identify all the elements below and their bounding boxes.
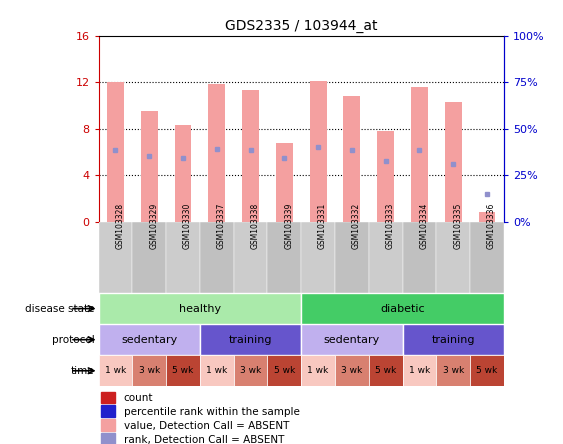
Bar <box>470 222 504 293</box>
Bar <box>310 81 327 222</box>
Bar <box>141 111 158 222</box>
Bar <box>301 324 403 355</box>
Bar <box>301 293 504 324</box>
Bar <box>200 222 234 293</box>
Text: 5 wk: 5 wk <box>274 366 295 375</box>
Text: 5 wk: 5 wk <box>172 366 194 375</box>
Bar <box>445 102 462 222</box>
Text: rank, Detection Call = ABSENT: rank, Detection Call = ABSENT <box>124 435 284 444</box>
Bar <box>242 90 259 222</box>
Bar <box>99 293 301 324</box>
Text: 1 wk: 1 wk <box>307 366 329 375</box>
Text: healthy: healthy <box>179 304 221 313</box>
Bar <box>411 87 428 222</box>
Bar <box>200 355 234 386</box>
Bar <box>234 222 267 293</box>
Bar <box>99 222 132 293</box>
Text: time: time <box>71 366 95 376</box>
Bar <box>377 131 394 222</box>
Bar <box>403 355 436 386</box>
Text: value, Detection Call = ABSENT: value, Detection Call = ABSENT <box>124 421 289 431</box>
Text: GSM103339: GSM103339 <box>284 202 293 249</box>
Text: 5 wk: 5 wk <box>375 366 396 375</box>
Bar <box>101 405 115 417</box>
Text: GSM103333: GSM103333 <box>386 202 395 249</box>
Bar <box>99 324 200 355</box>
Text: GSM103336: GSM103336 <box>487 202 496 249</box>
Text: GSM103334: GSM103334 <box>419 202 428 249</box>
Bar <box>101 433 115 444</box>
Bar <box>276 143 293 222</box>
Text: GSM103329: GSM103329 <box>149 202 158 249</box>
Text: sedentary: sedentary <box>324 335 380 345</box>
Bar <box>335 222 369 293</box>
Text: percentile rank within the sample: percentile rank within the sample <box>124 407 300 417</box>
Text: disease state: disease state <box>25 304 95 313</box>
Bar <box>436 222 470 293</box>
Text: diabetic: diabetic <box>380 304 425 313</box>
Text: 1 wk: 1 wk <box>409 366 430 375</box>
Bar <box>436 355 470 386</box>
Bar <box>267 222 301 293</box>
Bar <box>101 392 115 403</box>
Text: GSM103330: GSM103330 <box>183 202 192 249</box>
Bar <box>403 222 436 293</box>
Text: GSM103337: GSM103337 <box>217 202 226 249</box>
Text: GSM103335: GSM103335 <box>453 202 462 249</box>
Text: GSM103338: GSM103338 <box>251 202 260 249</box>
Text: 3 wk: 3 wk <box>341 366 363 375</box>
Bar <box>99 355 132 386</box>
Text: 1 wk: 1 wk <box>206 366 227 375</box>
Bar <box>301 355 335 386</box>
Bar <box>166 222 200 293</box>
Title: GDS2335 / 103944_at: GDS2335 / 103944_at <box>225 19 377 33</box>
Bar <box>132 355 166 386</box>
Text: 5 wk: 5 wk <box>476 366 498 375</box>
Bar <box>175 125 191 222</box>
Text: 3 wk: 3 wk <box>240 366 261 375</box>
Bar <box>107 82 124 222</box>
Bar <box>166 355 200 386</box>
Bar <box>132 222 166 293</box>
Bar <box>267 355 301 386</box>
Text: 3 wk: 3 wk <box>138 366 160 375</box>
Text: protocol: protocol <box>52 335 95 345</box>
Bar <box>101 419 115 431</box>
Bar <box>369 222 403 293</box>
Text: 1 wk: 1 wk <box>105 366 126 375</box>
Bar <box>208 84 225 222</box>
Text: training: training <box>229 335 272 345</box>
Bar <box>301 222 335 293</box>
Text: GSM103332: GSM103332 <box>352 202 361 249</box>
Text: GSM103328: GSM103328 <box>115 202 124 249</box>
Bar <box>335 355 369 386</box>
Text: sedentary: sedentary <box>121 335 177 345</box>
Bar <box>200 324 301 355</box>
Bar <box>403 324 504 355</box>
Text: GSM103331: GSM103331 <box>318 202 327 249</box>
Text: training: training <box>431 335 475 345</box>
Bar <box>479 211 495 222</box>
Bar <box>369 355 403 386</box>
Text: count: count <box>124 393 153 403</box>
Bar <box>343 96 360 222</box>
Bar <box>234 355 267 386</box>
Bar <box>470 355 504 386</box>
Text: 3 wk: 3 wk <box>443 366 464 375</box>
